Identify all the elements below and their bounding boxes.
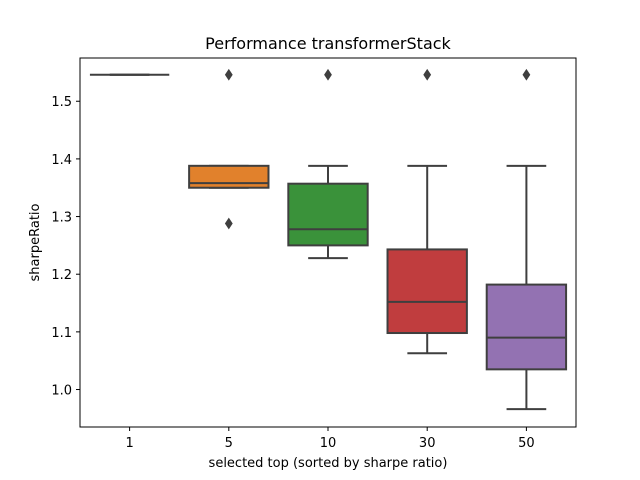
box-group-5 <box>188 68 270 230</box>
x-tick-label: 50 <box>518 436 535 451</box>
y-tick-label: 1.1 <box>51 326 72 341</box>
boxes-layer <box>89 68 568 411</box>
y-tick-label: 1.0 <box>51 384 72 399</box>
plot-frame <box>79 57 577 428</box>
box-group-30 <box>386 68 468 355</box>
x-axis: 1 5 10 30 50 <box>125 427 535 451</box>
y-axis: 1.0 1.1 1.2 1.3 1.4 1.5 <box>51 95 80 399</box>
outlier-point <box>224 68 233 81</box>
box-iqr <box>485 283 568 371</box>
chart-title: Performance transformerStack <box>205 34 451 53</box>
x-tick-label: 5 <box>225 436 233 451</box>
box-group-50 <box>485 68 568 411</box>
box-group-10 <box>287 68 369 260</box>
y-tick-label: 1.2 <box>51 268 72 283</box>
y-tick-label: 1.4 <box>51 153 72 168</box>
outlier-point <box>423 68 432 81</box>
x-tick-label: 10 <box>320 436 337 451</box>
y-axis-label: sharpeRatio <box>28 203 43 281</box>
y-tick-label: 1.5 <box>51 95 72 110</box>
y-tick-label: 1.3 <box>51 211 72 226</box>
box-iqr <box>287 182 369 247</box>
x-tick-label: 1 <box>125 436 133 451</box>
box-iqr <box>188 164 270 189</box>
outlier-point <box>522 68 531 81</box>
x-axis-label: selected top (sorted by sharpe ratio) <box>209 456 448 471</box>
box-iqr <box>386 248 468 335</box>
outlier-point <box>224 217 233 230</box>
x-tick-label: 30 <box>419 436 436 451</box>
outlier-point <box>324 68 332 81</box>
